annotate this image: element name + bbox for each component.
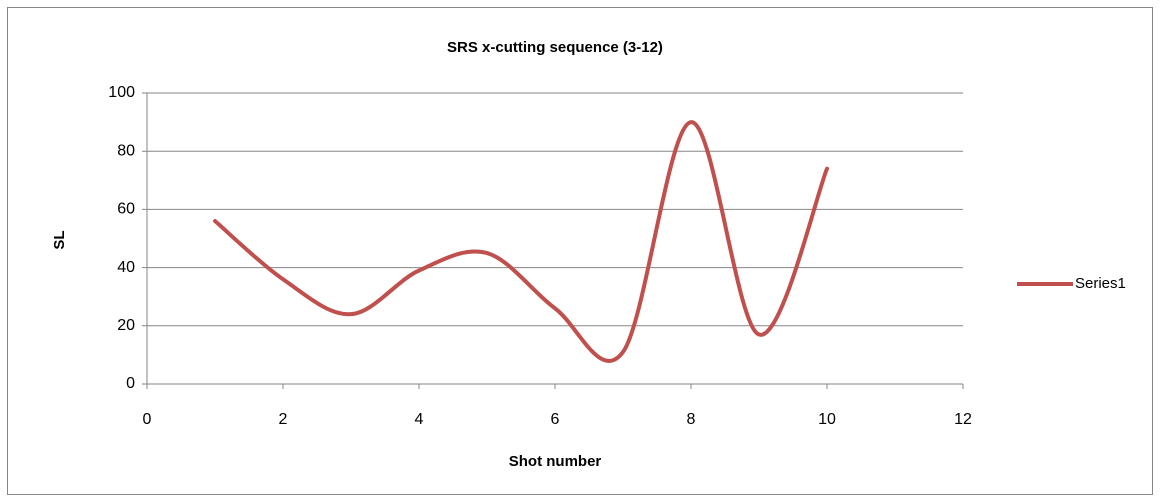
x-tick-label: 8 <box>687 411 696 428</box>
x-axis-label: Shot number <box>509 453 602 470</box>
x-tick-label: 4 <box>415 411 424 428</box>
x-tick-label: 6 <box>551 411 560 428</box>
y-axis-label: SL <box>51 230 68 249</box>
x-tick-label: 10 <box>818 411 836 428</box>
y-tick-label: 100 <box>108 84 135 101</box>
legend-label: Series1 <box>1075 275 1126 292</box>
x-tick-label: 12 <box>954 411 972 428</box>
series-line <box>213 120 829 363</box>
y-tick-label: 40 <box>117 259 135 276</box>
y-tick-label: 60 <box>117 201 135 218</box>
y-tick-label: 20 <box>117 317 135 334</box>
chart-border <box>7 7 1153 495</box>
y-tick-label: 0 <box>126 375 135 392</box>
x-tick-label: 2 <box>279 411 288 428</box>
x-tick-label: 0 <box>143 411 152 428</box>
chart-title: SRS x-cutting sequence (3-12) <box>447 39 663 56</box>
y-tick-label: 80 <box>117 142 135 159</box>
